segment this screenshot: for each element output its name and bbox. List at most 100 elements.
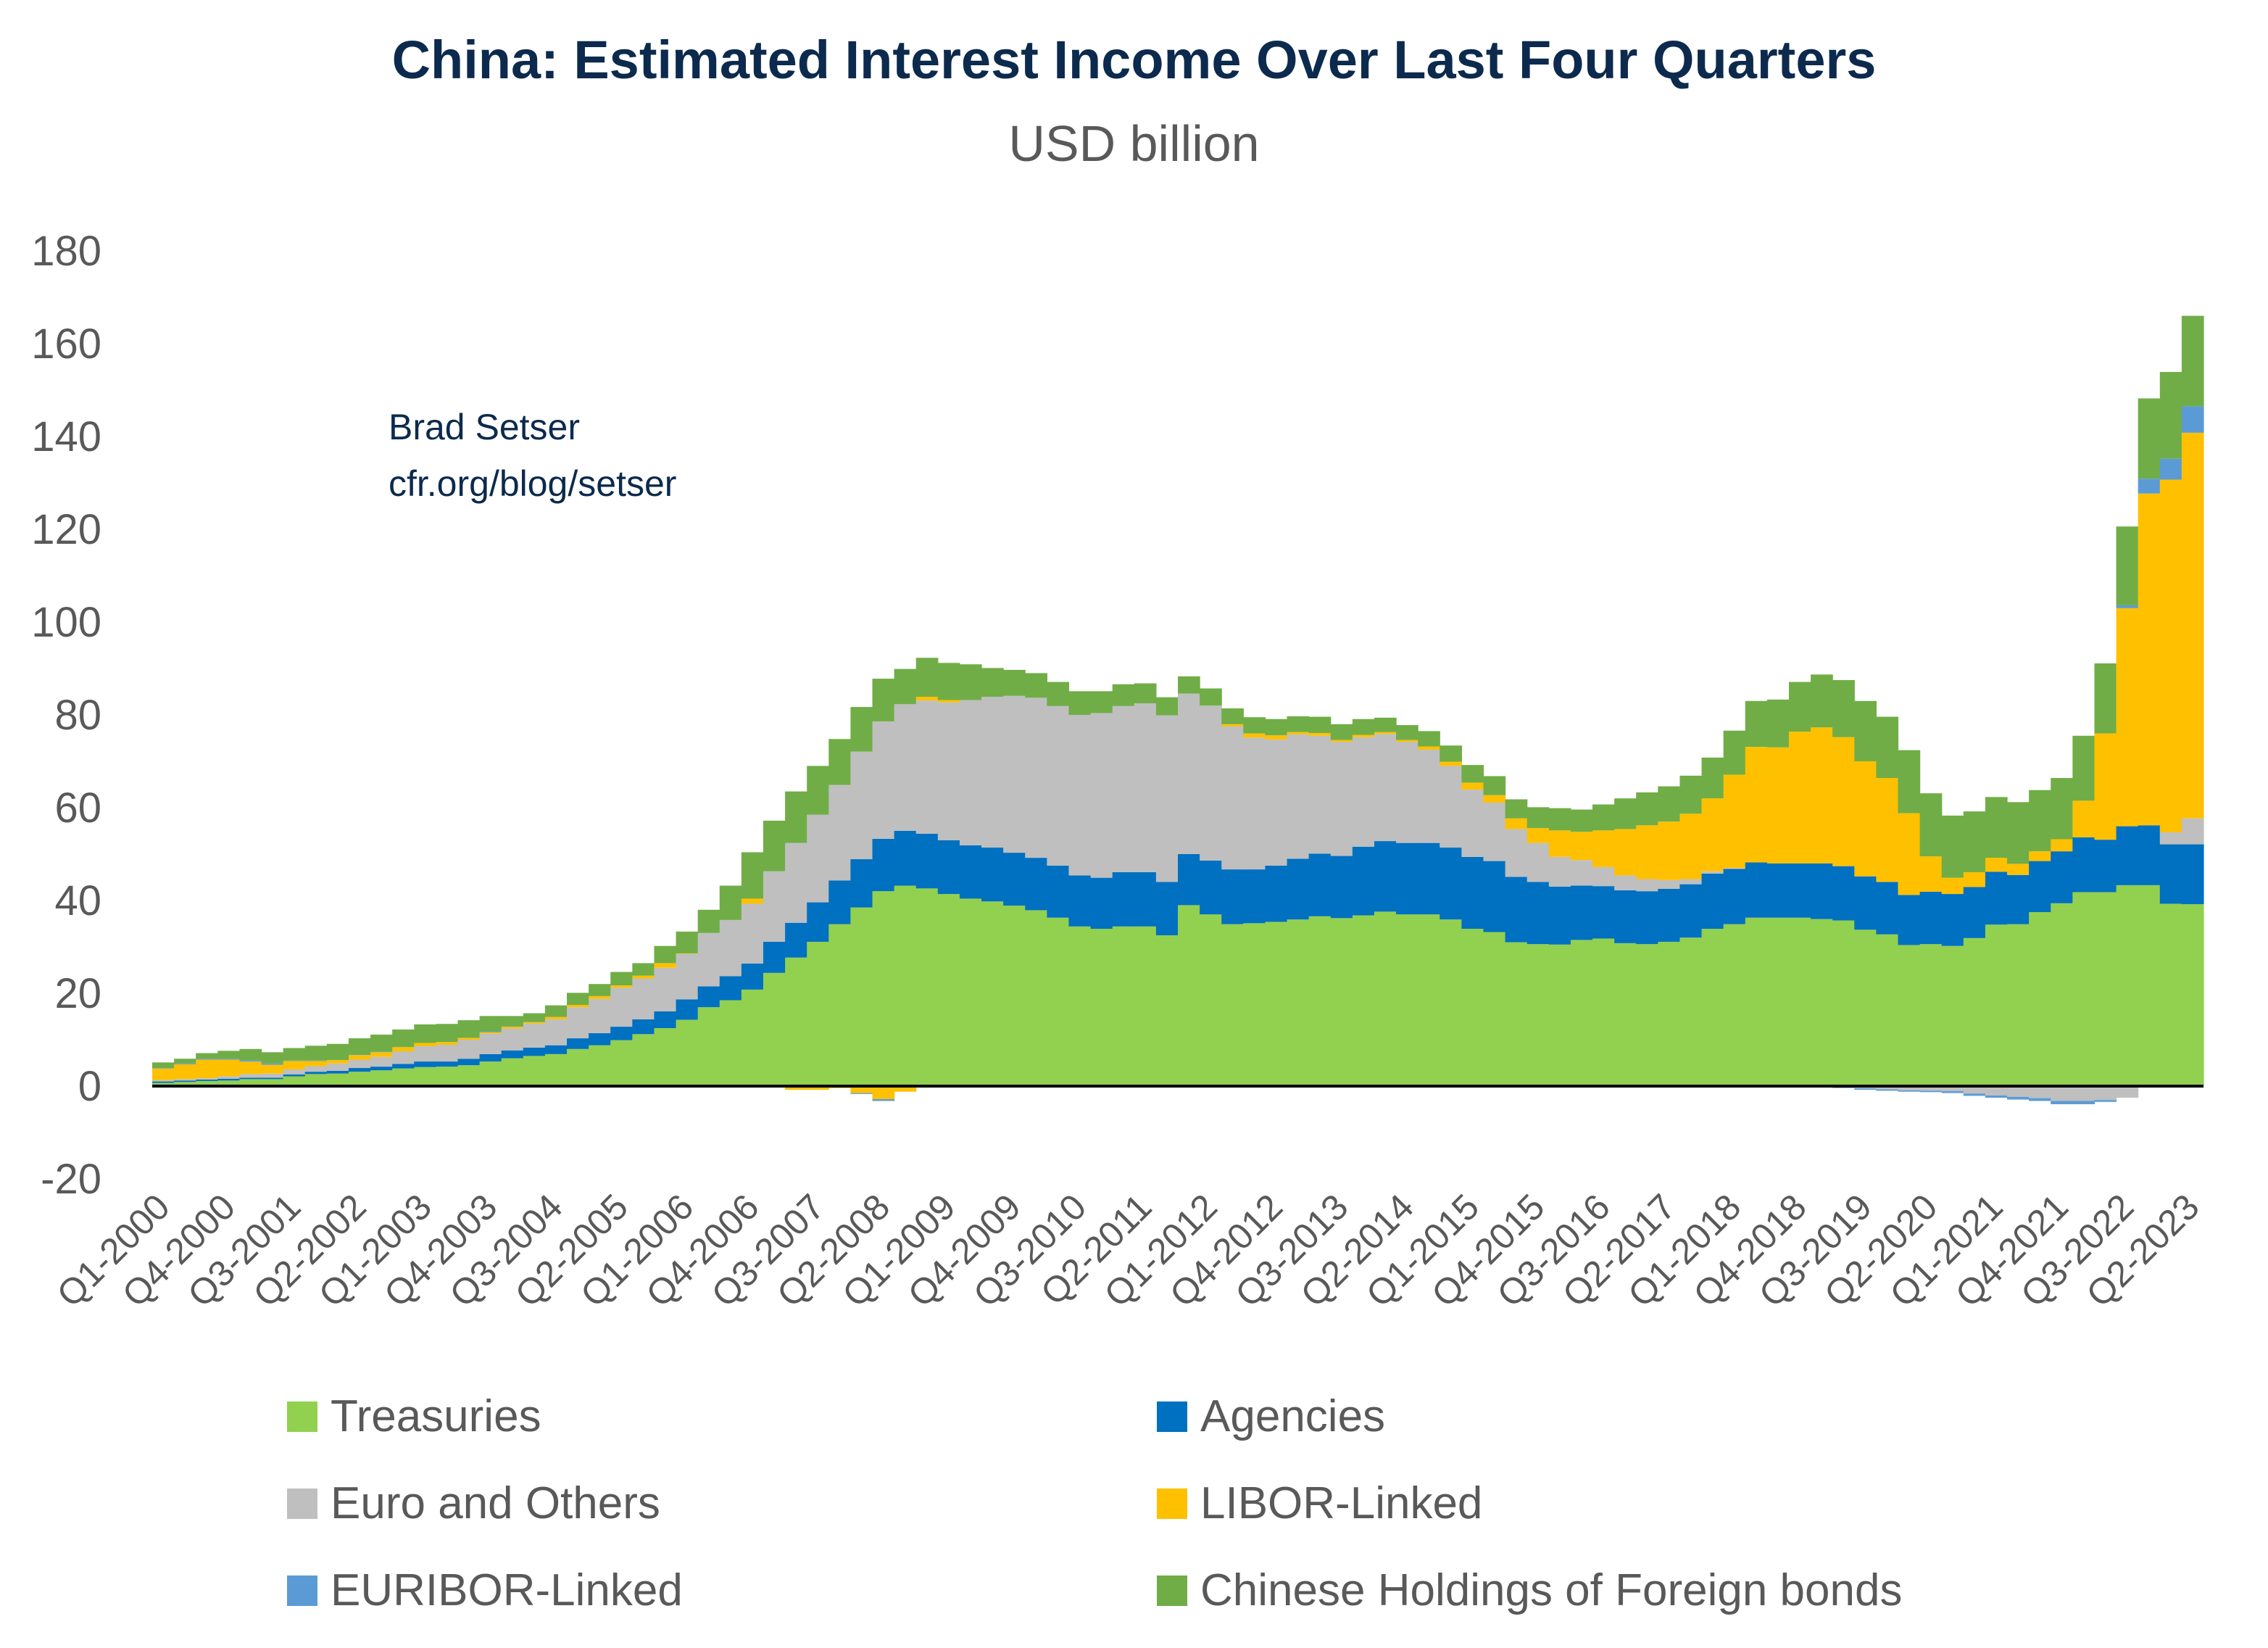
bar-segment-chinese-holdings-of-foreign-bonds <box>915 658 939 697</box>
bar-segment-chinese-holdings-of-foreign-bonds <box>1155 697 1179 716</box>
bar-segment-treasuries <box>2094 892 2117 1086</box>
bar-segment-agencies <box>1025 858 1047 911</box>
bar-segment-chinese-holdings-of-foreign-bonds <box>1330 724 1353 740</box>
bar-segment-libor-linked <box>501 1027 524 1029</box>
bar-segment-chinese-holdings-of-foreign-bonds <box>1134 683 1157 703</box>
bar-segment-agencies <box>1898 895 1921 945</box>
bar-segment-treasuries <box>1919 944 1943 1086</box>
legend-label: Chinese Holdings of Foreign bonds <box>1200 1565 1903 1615</box>
bar-segment-chinese-holdings-of-foreign-bonds <box>959 664 982 700</box>
bar-segment-chinese-holdings-of-foreign-bonds <box>1374 717 1397 732</box>
bar-segment-treasuries <box>807 941 829 1086</box>
bar-segment-euro-and-others <box>1614 875 1637 890</box>
bar-segment-euribor-linked <box>2051 1101 2073 1104</box>
bar-segment-euro-and-others <box>544 1019 568 1045</box>
bar-segment-chinese-holdings-of-foreign-bonds <box>1243 717 1266 734</box>
bar-segment-treasuries <box>392 1068 415 1086</box>
bar-segment-agencies <box>2138 825 2161 885</box>
bar-segment-agencies <box>1701 873 1724 929</box>
bar-segment-agencies <box>1876 882 1899 935</box>
bar-segment-libor-linked <box>610 985 633 988</box>
bar-segment-agencies <box>828 880 852 924</box>
bar-segment-treasuries <box>1221 924 1244 1086</box>
bar-segment-euro-and-others <box>523 1023 546 1048</box>
bar-segment-libor-linked <box>1592 830 1615 867</box>
bar-segment-chinese-holdings-of-foreign-bonds <box>457 1020 481 1038</box>
bar-segment-treasuries <box>2116 885 2139 1086</box>
bar-segment-agencies <box>457 1059 481 1066</box>
bar-segment-agencies <box>2007 874 2030 924</box>
bar-segment-libor-linked <box>1526 828 1550 843</box>
bar-segment-euro-and-others <box>741 903 764 964</box>
bar-segment-treasuries <box>1287 919 1310 1086</box>
bar-segment-euro-and-others <box>392 1051 415 1064</box>
bar-segment-euro-and-others <box>1374 734 1397 842</box>
bar-segment-agencies <box>304 1072 328 1074</box>
bar-segment-agencies <box>1352 846 1375 916</box>
bar-segment-libor-linked <box>414 1043 436 1046</box>
bar-segment-chinese-holdings-of-foreign-bonds <box>2029 790 2051 852</box>
bar-segment-libor-linked <box>894 1086 917 1092</box>
bar-segment-euro-and-others <box>1265 739 1288 866</box>
bar-segment-agencies <box>1483 861 1506 932</box>
bar-segment-chinese-holdings-of-foreign-bonds <box>304 1045 328 1061</box>
bar-segment-euribor-linked <box>872 1098 895 1101</box>
bar-segment-chinese-holdings-of-foreign-bonds <box>1112 684 1135 706</box>
bar-segment-chinese-holdings-of-foreign-bonds <box>1440 745 1462 762</box>
bar-segment-agencies <box>1461 856 1484 929</box>
bar-segment-libor-linked <box>217 1059 241 1077</box>
bar-segment-libor-linked <box>1723 774 1746 869</box>
legend-label: LIBOR-Linked <box>1200 1478 1483 1528</box>
bar-segment-chinese-holdings-of-foreign-bonds <box>196 1053 218 1059</box>
bar-segment-chinese-holdings-of-foreign-bonds <box>1876 716 1899 779</box>
bar-segment-treasuries <box>196 1080 218 1086</box>
bar-segment-libor-linked <box>1919 856 1943 892</box>
bar-segment-libor-linked <box>850 1086 873 1093</box>
bar-segment-euro-and-others <box>1898 1086 1921 1090</box>
bar-segment-treasuries <box>1766 917 1790 1086</box>
bar-segment-euro-and-others <box>348 1059 371 1069</box>
bar-segment-chinese-holdings-of-foreign-bonds <box>283 1048 306 1061</box>
bar-segment-treasuries <box>1461 929 1484 1086</box>
bar-segment-euro-and-others <box>2007 1086 2030 1097</box>
bar-segment-euro-and-others <box>1548 856 1571 887</box>
bar-segment-chinese-holdings-of-foreign-bonds <box>937 663 960 700</box>
bar-segment-agencies <box>1090 877 1113 929</box>
bar-segment-libor-linked <box>1440 761 1462 766</box>
bar-segment-agencies <box>239 1077 262 1080</box>
bar-segment-euribor-linked <box>1919 1090 1943 1093</box>
bar-segment-libor-linked <box>1330 740 1353 742</box>
bar-segment-euro-and-others <box>1461 790 1484 857</box>
author-annotation: Brad Setser <box>389 407 581 447</box>
bar-segment-libor-linked <box>1985 858 2008 872</box>
bar-segment-agencies <box>1374 841 1397 912</box>
bar-segment-agencies <box>501 1050 524 1059</box>
bar-segment-agencies <box>1134 871 1157 927</box>
bar-segment-chinese-holdings-of-foreign-bonds <box>807 766 829 815</box>
bar-segment-agencies <box>676 999 699 1020</box>
bar-segment-chinese-holdings-of-foreign-bonds <box>217 1051 241 1059</box>
bar-segment-libor-linked <box>544 1016 568 1019</box>
legend-item-euro-and-others: Euro and Others <box>287 1478 660 1529</box>
bar-segment-treasuries <box>479 1061 502 1086</box>
bar-segment-libor-linked <box>1636 825 1658 879</box>
bar-segment-treasuries <box>523 1056 546 1086</box>
bar-segment-chinese-holdings-of-foreign-bonds <box>174 1059 196 1064</box>
bar-segment-treasuries <box>1526 944 1550 1086</box>
bar-segment-libor-linked <box>523 1022 546 1024</box>
bar-segment-chinese-holdings-of-foreign-bonds <box>2072 735 2095 801</box>
bar-segment-treasuries <box>1701 929 1724 1086</box>
bar-segment-treasuries <box>501 1058 524 1086</box>
bar-segment-treasuries <box>567 1048 589 1086</box>
bar-segment-euro-and-others <box>959 700 982 845</box>
bar-segment-agencies <box>2116 826 2139 885</box>
bar-segment-libor-linked <box>1570 832 1593 861</box>
bar-segment-chinese-holdings-of-foreign-bonds <box>1025 673 1047 698</box>
bar-segment-euro-and-others <box>1200 705 1222 861</box>
bar-segment-treasuries <box>1614 943 1637 1086</box>
bar-segment-chinese-holdings-of-foreign-bonds <box>1811 674 1833 728</box>
bar-segment-treasuries <box>589 1045 611 1086</box>
bar-segment-agencies <box>741 964 764 990</box>
bar-segment-euro-and-others <box>894 704 917 831</box>
bar-segment-chinese-holdings-of-foreign-bonds <box>1265 719 1288 736</box>
